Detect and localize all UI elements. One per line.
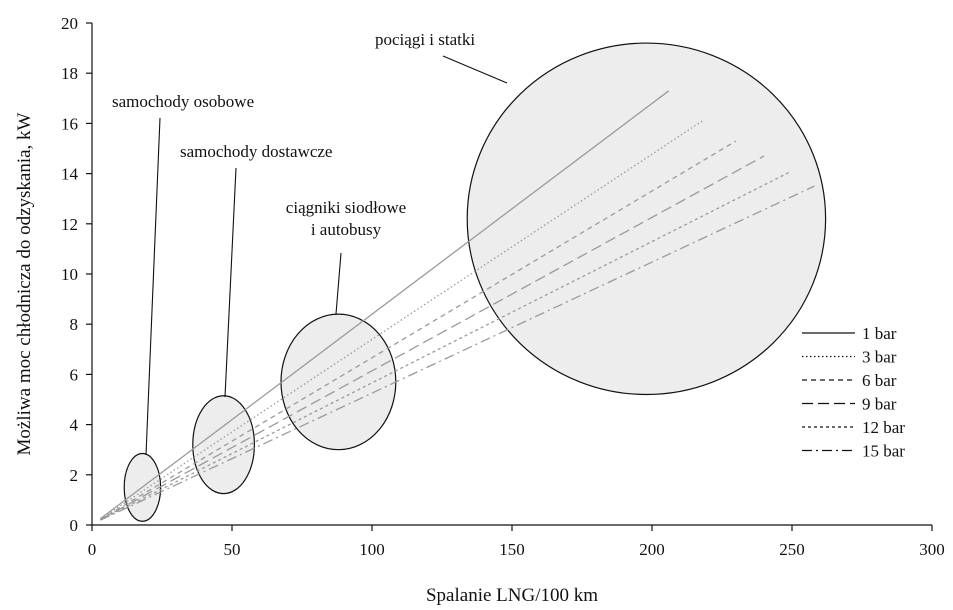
tick-marks: 0 50 100 150 200 250 300 0 2 4 6 8 10 12 14 16 18 20 xyxy=(61,14,945,559)
series-line-1-bar xyxy=(100,90,670,520)
y-tick-label: 4 xyxy=(70,416,79,435)
x-tick-label: 300 xyxy=(919,540,945,559)
y-tick-label: 2 xyxy=(70,466,79,485)
y-tick-label: 10 xyxy=(61,265,78,284)
x-tick-label: 150 xyxy=(499,540,525,559)
legend-label: 3 bar xyxy=(862,348,897,367)
legend-label: 15 bar xyxy=(862,442,905,461)
legend-label: 9 bar xyxy=(862,395,897,414)
y-axis-title: Możliwa moc chłodnicza do odzyskania, kW xyxy=(14,112,35,455)
x-tick-label: 0 xyxy=(88,540,97,559)
annotation-leader-line xyxy=(442,55,508,84)
legend-label: 6 bar xyxy=(862,371,897,390)
annotation-leader-line xyxy=(335,252,342,315)
legend-label: 12 bar xyxy=(862,418,905,437)
y-tick-label: 8 xyxy=(70,315,79,334)
x-tick-label: 50 xyxy=(224,540,241,559)
region-ellipse-1 xyxy=(192,395,256,495)
y-tick-label: 16 xyxy=(61,114,78,133)
region-label: samochody dostawcze xyxy=(180,142,332,161)
region-ellipse-3 xyxy=(466,42,827,396)
region-annotations: samochody osobowe samochody dostawcze ciąg… xyxy=(112,30,508,456)
region-label: pociągi i statki xyxy=(375,30,475,49)
series-line-12-bar xyxy=(100,171,790,521)
series-line-9-bar xyxy=(100,155,765,521)
annotation-leader-line xyxy=(224,167,237,398)
region-label: samochody osobowe xyxy=(112,92,254,111)
series-line-3-bar xyxy=(100,120,703,520)
region-ellipse-2 xyxy=(280,313,397,451)
region-label: i autobusy xyxy=(311,220,382,239)
x-tick-label: 250 xyxy=(779,540,805,559)
x-axis-title: Spalanie LNG/100 km xyxy=(426,585,598,606)
series-line-6-bar xyxy=(100,140,737,521)
legend: 1 bar 3 bar 6 bar 9 bar 12 bar 15 bar xyxy=(802,324,905,461)
series-line-15-bar xyxy=(100,185,815,521)
annotation-leader-line xyxy=(145,117,161,456)
y-tick-label: 20 xyxy=(61,14,78,33)
y-tick-label: 0 xyxy=(70,516,79,535)
y-tick-label: 18 xyxy=(61,64,78,83)
y-tick-label: 12 xyxy=(61,215,78,234)
x-tick-label: 100 xyxy=(359,540,385,559)
x-tick-label: 200 xyxy=(639,540,665,559)
y-tick-label: 14 xyxy=(61,165,79,184)
legend-label: 1 bar xyxy=(862,324,897,343)
region-label: ciągniki siodłowe xyxy=(286,198,406,217)
series-lines xyxy=(100,90,815,521)
y-tick-label: 6 xyxy=(70,365,79,384)
